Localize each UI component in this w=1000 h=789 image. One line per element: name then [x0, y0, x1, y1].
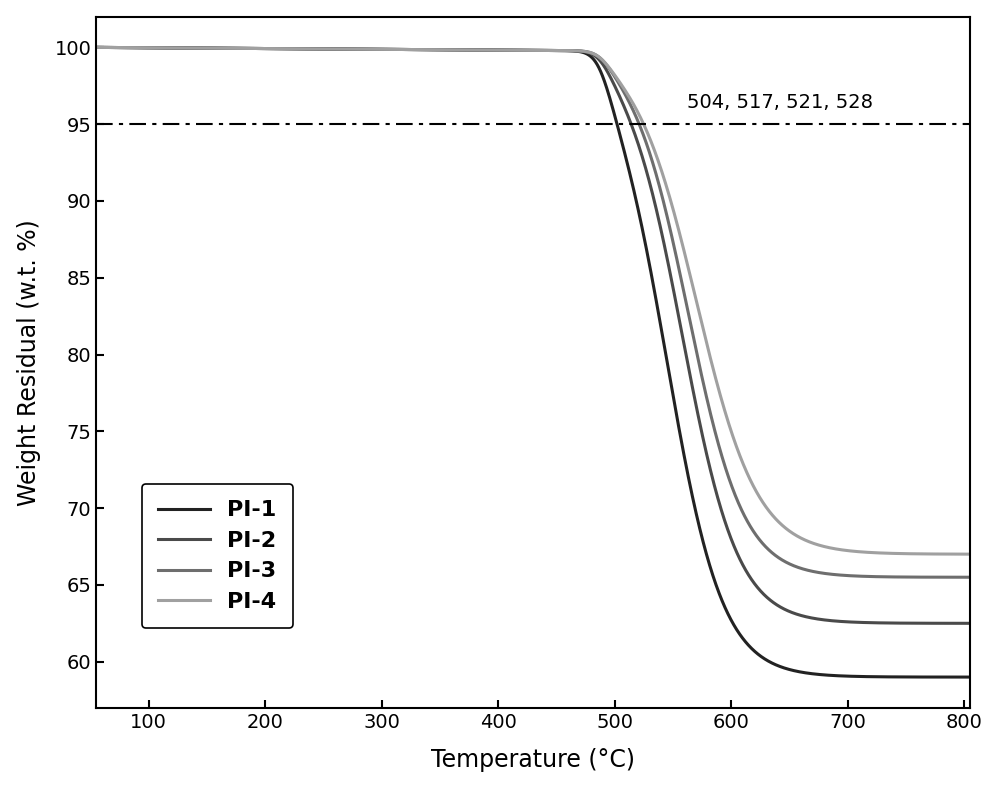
- Legend: PI-1, PI-2, PI-3, PI-4: PI-1, PI-2, PI-3, PI-4: [142, 484, 293, 628]
- PI-2: [964, 619, 976, 628]
- PI-4: [964, 549, 976, 559]
- X-axis label: Temperature (°C): Temperature (°C): [431, 748, 635, 772]
- PI-1: [190, 43, 202, 53]
- PI-1: [425, 45, 437, 54]
- PI-2: [853, 618, 865, 627]
- PI-4: [242, 43, 254, 53]
- PI-4: [90, 43, 102, 52]
- PI-2: [190, 43, 202, 53]
- PI-4: [190, 43, 202, 53]
- PI-1: [947, 672, 959, 682]
- PI-1: [242, 43, 254, 53]
- PI-3: [190, 43, 202, 53]
- PI-1: [853, 671, 865, 681]
- Line: PI-4: PI-4: [96, 47, 970, 554]
- PI-4: [425, 45, 437, 54]
- PI-4: [947, 549, 959, 559]
- Y-axis label: Weight Residual (w.t. %): Weight Residual (w.t. %): [17, 219, 41, 506]
- Line: PI-2: PI-2: [96, 47, 970, 623]
- PI-3: [242, 43, 254, 53]
- PI-3: [90, 43, 102, 52]
- Line: PI-1: PI-1: [96, 47, 970, 677]
- PI-2: [242, 43, 254, 53]
- PI-2: [90, 43, 102, 52]
- PI-1: [90, 43, 102, 52]
- PI-3: [463, 45, 475, 54]
- PI-1: [463, 45, 475, 54]
- PI-2: [947, 619, 959, 628]
- PI-4: [463, 45, 475, 54]
- PI-4: [853, 547, 865, 556]
- PI-2: [425, 45, 437, 54]
- Text: 504, 517, 521, 528: 504, 517, 521, 528: [687, 93, 873, 112]
- PI-3: [853, 571, 865, 581]
- PI-1: [964, 672, 976, 682]
- Line: PI-3: PI-3: [96, 47, 970, 578]
- PI-3: [425, 45, 437, 54]
- PI-3: [964, 573, 976, 582]
- PI-3: [947, 573, 959, 582]
- PI-2: [463, 45, 475, 54]
